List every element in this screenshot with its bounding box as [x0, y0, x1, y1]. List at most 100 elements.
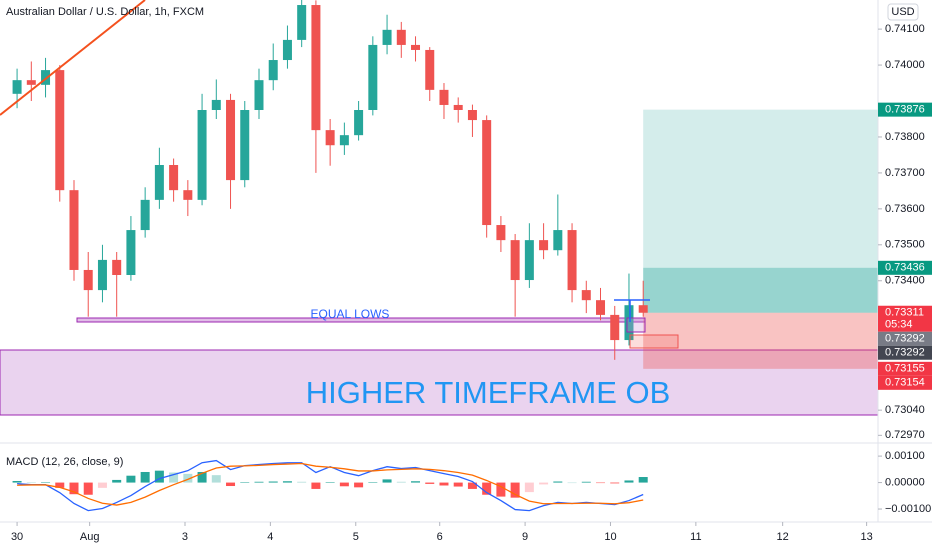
y-tick-label: 0.73500 [885, 239, 925, 251]
x-tick-label: 11 [690, 531, 701, 543]
candles [12, 0, 648, 360]
candle-body [325, 130, 335, 146]
candle-body [112, 259, 122, 275]
candle-body [55, 70, 65, 191]
x-tick-label: Aug [80, 531, 100, 543]
histogram-bar [411, 481, 421, 483]
price-label: 0.73876 [885, 104, 925, 116]
candle-body [411, 44, 421, 50]
histogram-bar [510, 482, 520, 498]
x-tick-label: 4 [267, 531, 273, 543]
price-label-box [878, 361, 932, 376]
histogram-bar [325, 482, 335, 483]
order-block-zone [0, 349, 879, 416]
histogram-bar [553, 481, 563, 483]
histogram-bar [126, 475, 136, 483]
candle-body [126, 230, 136, 275]
histogram-bar [524, 482, 534, 493]
candle-body [396, 29, 406, 45]
price-label: 0.73292 [885, 333, 925, 345]
candle-body [140, 199, 150, 231]
candle-body [581, 290, 591, 301]
candle-body [368, 44, 378, 110]
x-tick-label: 5 [353, 531, 359, 543]
histogram-bar [197, 471, 207, 483]
histogram-bar [382, 479, 392, 483]
y-tick-label: −0.00100 [885, 503, 931, 515]
candle-body [311, 5, 321, 131]
annotation: EQUAL LOWS [311, 307, 390, 321]
y-tick-label: 0.73800 [885, 131, 925, 143]
candle-body [425, 49, 435, 90]
histogram-bar [154, 470, 164, 483]
trend-line [0, 0, 146, 116]
price-label-box [878, 375, 932, 390]
macd-line [17, 462, 644, 506]
histogram-bar [368, 482, 378, 483]
y-tick-label: 0.73600 [885, 203, 925, 215]
histogram-bar [496, 482, 506, 497]
candle-body [226, 99, 236, 181]
histogram-bar [638, 477, 648, 483]
y-tick-label: 0.74000 [885, 59, 925, 71]
y-tick-label: 0.00000 [885, 476, 925, 488]
candle-body [496, 225, 506, 241]
price-label: 0.73292 [885, 347, 925, 359]
histogram-bar [396, 481, 406, 483]
histogram-bar [140, 471, 150, 483]
histogram-bar [539, 482, 549, 485]
candle-body [624, 305, 634, 341]
histogram-bar [12, 480, 22, 483]
candle-body [510, 240, 520, 281]
candle-body [539, 240, 549, 251]
histogram-bar [581, 481, 591, 483]
price-label: 0.73436 [885, 262, 925, 274]
candle-body [154, 165, 164, 200]
histogram-bar [169, 472, 179, 483]
histogram-bar [596, 482, 606, 484]
drawings-over: EQUAL LOWS HIGHER TIMEFRAME OB [0, 0, 679, 410]
x-tick-label: 13 [860, 531, 872, 543]
candle-body [453, 104, 463, 110]
x-tick-label: 12 [777, 531, 789, 543]
candle-body [240, 110, 250, 181]
candle-body [268, 60, 278, 81]
histogram-bar [339, 482, 349, 487]
histogram-bar [610, 482, 620, 484]
candle-body [69, 190, 79, 270]
axes: 0.74100 0.74000 0.73800 0.73700 0.73600 0.735… [11, 23, 932, 543]
histogram-bar [453, 482, 463, 487]
candle-body [596, 300, 606, 315]
histogram-bar [268, 481, 278, 483]
y-tick-label: 0.73700 [885, 167, 925, 179]
histogram-bar [55, 482, 65, 488]
annotation: HIGHER TIMEFRAME OB [306, 375, 671, 410]
candle-body [211, 99, 221, 110]
stop-zone [643, 312, 878, 369]
price-label-box [878, 345, 932, 360]
histogram-bar [97, 482, 107, 488]
histogram-bar [240, 482, 250, 483]
histogram-bar [83, 482, 93, 495]
x-tick-label: 9 [522, 531, 528, 543]
candle-body [41, 70, 51, 85]
x-tick-label: 10 [604, 531, 616, 543]
histogram-bar [26, 482, 36, 483]
small-box [626, 317, 646, 333]
histogram-bar [41, 482, 51, 483]
candle-body [12, 80, 22, 94]
candle-body [354, 110, 364, 136]
candle-body [169, 165, 179, 191]
histogram-bar [624, 480, 634, 483]
candle-body [183, 190, 193, 200]
price-label-box [878, 102, 932, 117]
candle-body [26, 80, 36, 85]
candle-body [467, 110, 477, 121]
x-tick-label: 3 [182, 531, 188, 543]
histogram-bar [112, 479, 122, 483]
candle-body [553, 230, 563, 251]
entry-zone [643, 267, 878, 313]
price-label: 0.73154 [885, 377, 925, 389]
